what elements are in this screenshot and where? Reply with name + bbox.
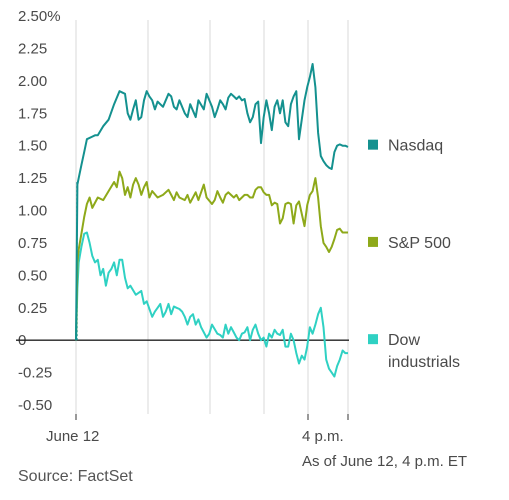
series-lines <box>75 63 349 378</box>
legend-label-s-p-500: S&P 500 <box>388 235 451 252</box>
y-tick-label: 0.50 <box>18 267 47 284</box>
y-axis: 2.50% 2.25 2.00 1.75 1.50 1.25 1.00 0.75 0.50 0.2… <box>18 8 61 414</box>
y-tick-label: -0.25 <box>18 365 52 382</box>
legend-label-dow-industrials: Dow industrials <box>388 332 460 371</box>
legend-swatch <box>368 139 378 150</box>
y-tick-label: 2.25 <box>18 40 47 57</box>
legend-swatch <box>368 236 378 247</box>
series-line-nasdaq <box>75 63 349 341</box>
y-tick-label: 2.50% <box>18 8 61 25</box>
y-tick-label: 1.25 <box>18 170 47 187</box>
legend-swatch <box>368 334 378 345</box>
series-line-dow-industrials <box>75 231 348 378</box>
timestamp-note: As of June 12, 4 p.m. ET <box>302 453 467 470</box>
y-tick-label: -0.50 <box>18 397 52 414</box>
y-tick-label: 2.00 <box>18 73 47 90</box>
x-tick-label: June 12 <box>46 428 99 445</box>
legend: Nasdaq S&P 500 Dow industrials <box>368 138 460 371</box>
x-tick-label: 4 p.m. <box>302 428 344 445</box>
legend-label-nasdaq: Nasdaq <box>388 138 443 155</box>
y-tick-label: 1.00 <box>18 203 47 220</box>
series-line-s-p-500 <box>75 170 348 341</box>
y-tick-label: 0.25 <box>18 300 47 317</box>
x-axis: June 12 4 p.m. <box>46 414 349 445</box>
y-tick-label: 1.50 <box>18 138 47 155</box>
y-tick-label: 0.75 <box>18 235 47 252</box>
y-tick-label: 1.75 <box>18 105 47 122</box>
source-note: Source: FactSet <box>18 468 133 485</box>
gridlines <box>75 20 349 414</box>
